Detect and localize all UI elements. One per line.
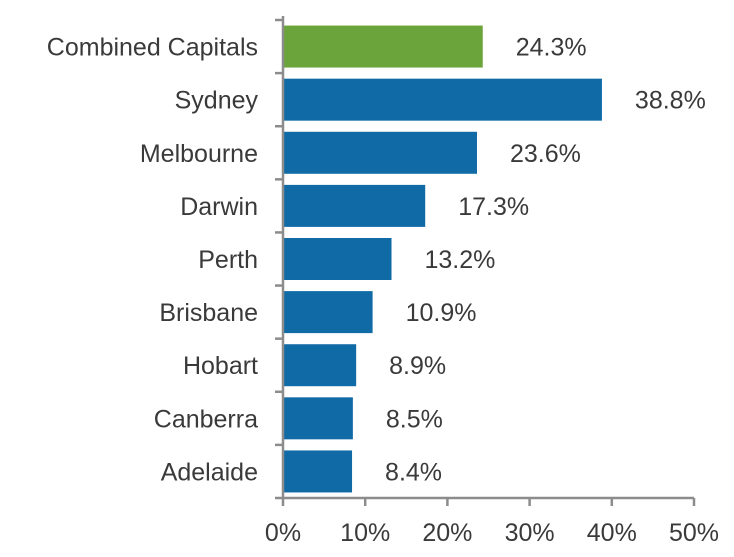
value-label: 17.3% xyxy=(458,193,529,221)
value-label: 24.3% xyxy=(516,34,587,62)
value-label: 23.6% xyxy=(510,140,581,168)
category-label: Adelaide xyxy=(161,458,258,486)
value-label: 8.5% xyxy=(386,405,443,433)
category-label: Canberra xyxy=(154,405,258,433)
category-label: Brisbane xyxy=(159,299,258,327)
category-label: Hobart xyxy=(183,352,258,380)
bar-adelaide xyxy=(283,450,353,493)
value-label: 38.8% xyxy=(635,87,706,115)
value-label: 13.2% xyxy=(425,246,496,274)
category-label: Sydney xyxy=(175,87,259,115)
bar-hobart xyxy=(283,344,357,387)
bar-combined-capitals xyxy=(283,25,483,68)
bar-melbourne xyxy=(283,131,477,174)
category-label: Perth xyxy=(198,246,258,274)
x-tick-label: 20% xyxy=(422,519,472,547)
bar-sydney xyxy=(283,78,602,121)
value-label: 8.9% xyxy=(389,352,446,380)
x-tick-label: 40% xyxy=(587,519,637,547)
x-ticks-group: 0% 10% 20% 30% 40% 50% xyxy=(265,18,719,547)
category-label: Melbourne xyxy=(140,140,258,168)
value-label: 8.4% xyxy=(385,458,442,486)
x-tick-label: 50% xyxy=(669,519,719,547)
x-tick-label: 0% xyxy=(265,519,301,547)
bars-group xyxy=(283,25,602,493)
value-labels-group: 24.3% 38.8% 23.6% 17.3% 13.2% 10.9% 8.9% 8.5% 8.… xyxy=(385,34,706,487)
bar-canberra xyxy=(283,397,353,440)
x-tick-label: 30% xyxy=(505,519,555,547)
value-label: 10.9% xyxy=(406,299,477,327)
category-labels-group: Combined Capitals Sydney Melbourne Darwin Pe… xyxy=(47,34,259,487)
bar-perth xyxy=(283,238,392,280)
category-label: Combined Capitals xyxy=(47,34,258,62)
x-tick-label: 10% xyxy=(340,519,390,547)
bar-darwin xyxy=(283,184,426,227)
category-label: Darwin xyxy=(180,193,258,221)
bar-brisbane xyxy=(283,291,373,334)
